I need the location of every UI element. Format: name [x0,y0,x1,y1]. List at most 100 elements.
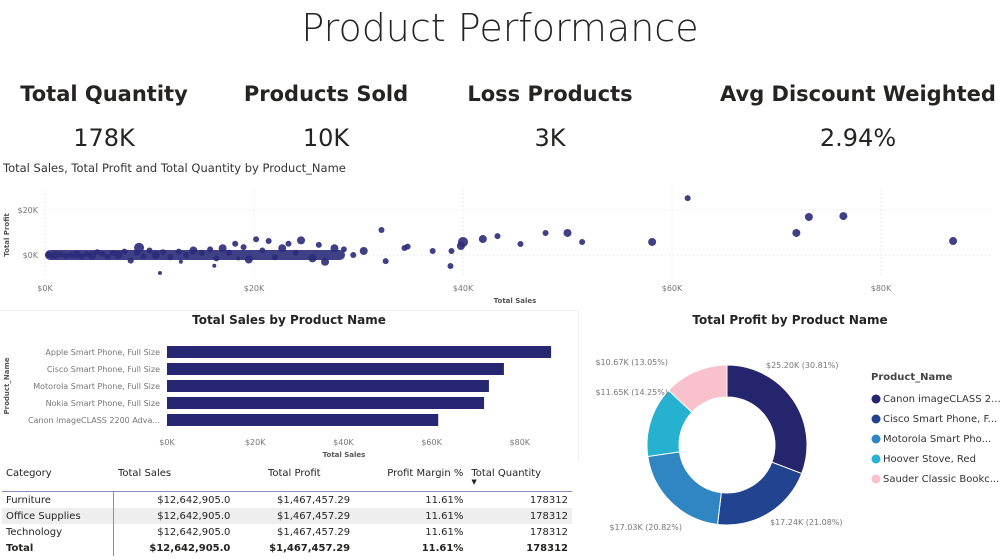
scatter-point [189,246,198,255]
table-row[interactable]: Technology $12,642,905.0 $1,467,457.29 11.6… [2,524,572,540]
legend-marker [871,434,881,444]
scatter-point [949,237,958,246]
scatter-point [292,249,299,256]
scatter-point [175,248,182,255]
donut-chart[interactable]: $25.20K (30.81%) Canon imageCLASS 2... $17… [580,340,1000,540]
scatter-point [382,258,389,265]
bar-category-label: Apple Smart Phone, Full Size [45,348,160,357]
legend-marker [871,394,881,404]
scatter-point [429,247,436,254]
donut-slice [726,364,808,475]
table-cell: 178312 [529,494,568,506]
bar-category-label: Cisco Smart Phone, Full Size [47,365,160,374]
table-cell: $12,642,905.0 [157,526,231,538]
scatter-point [271,254,278,261]
bar [167,397,485,409]
scatter-point [340,246,347,253]
x-tick-label: $60K [662,284,683,293]
scatter-point [146,247,153,254]
donut-slice [647,451,722,525]
donut-data-label: $10.67K (13.05%) [595,358,668,367]
scatter-point [68,252,75,258]
scatter-point [478,235,487,244]
table-cell: Office Supplies [2,508,115,524]
scatter-point [285,240,292,247]
col-total-profit[interactable]: Total Profit [234,464,355,492]
scatter-point [109,250,116,257]
x-tick-label: $40K [333,438,354,447]
table-cell: $1,467,457.29 [234,508,355,524]
scatter-point [804,212,813,221]
scatter-point [330,244,339,253]
col-label: Total Quantity [471,468,542,479]
scatter-point [456,242,465,250]
donut-data-label: $11.65K (14.25%) [595,388,668,397]
donut-data-label: $17.03K (20.82%) [609,523,682,532]
scatter-point [404,243,411,250]
scatter-point [198,249,205,256]
x-tick-label: $0K [159,438,175,447]
bar-category-label: Canon imageCLASS 2200 Adva... [28,416,160,425]
col-category[interactable]: Category [2,464,114,492]
col-profit-margin[interactable]: Profit Margin % [354,464,468,492]
scatter-point [45,251,52,258]
legend-item[interactable]: Motorola Smart Pho... [883,434,991,445]
x-tick-label: $80K [510,438,531,447]
kpi-label: Avg Discount Weighted [720,82,996,106]
table-cell: 178312 [467,508,572,524]
bar-chart[interactable]: $0K $20K $40K $60K $80K Apple Smart Phone, Fu… [0,330,578,460]
table-total-row[interactable]: Total $12,642,905.0 $1,467,457.29 11.61% 178… [2,540,572,556]
scatter-point [265,238,272,245]
scatter-point [94,249,101,256]
scatter-point [839,212,848,221]
scatter-point [183,252,190,258]
table-cell: $12,642,905.0 [149,542,231,554]
table-row[interactable]: Furniture $12,642,905.0 $1,467,457.29 11.61… [2,491,572,508]
scatter-point [321,257,330,266]
legend-marker [871,414,881,424]
sort-desc-icon: ▼ [471,478,477,486]
scatter-point [99,250,106,257]
scatter-point [259,247,266,254]
bar [167,346,552,358]
scatter-point [218,244,227,253]
scatter-point [121,248,128,255]
scatter-point [88,251,97,260]
table-cell: 178312 [529,526,568,538]
bar-category-label: Nokia Smart Phone, Full Size [46,399,161,408]
scatter-chart[interactable]: $0K $20K $40K $60K $80K $0K $20K Total Profit To… [0,180,1000,310]
legend-item[interactable]: Canon imageCLASS 2... [883,394,1000,405]
legend-item[interactable]: Cisco Smart Phone, F... [883,414,997,425]
scatter-point [447,263,454,270]
x-tick-label: $40K [453,284,474,293]
legend-item[interactable]: Hoover Stove, Red [883,454,976,465]
scatter-point [378,227,385,234]
x-tick-label: $60K [421,438,442,447]
scatter-point [167,254,174,261]
donut-slice [667,364,728,413]
scatter-point [308,254,317,263]
scatter-point [160,249,167,256]
table-cell: $12,642,905.0 [157,494,231,506]
table-row[interactable]: Office Supplies $12,642,905.0 $1,467,457.2… [2,508,572,524]
table-cell: $1,467,457.29 [276,526,351,538]
scatter-point [648,237,657,246]
scatter-point [236,256,241,261]
scatter-point [127,257,134,264]
scatter-point [72,250,81,259]
y-tick-label: $0K [23,251,39,260]
x-tick-label: $20K [245,438,266,447]
scatter-point [207,246,214,253]
col-total-quantity[interactable]: Total Quantity ▼ [467,464,572,492]
scatter-point [225,249,232,256]
bar-title: Total Sales by Product Name [192,313,386,327]
y-axis-label: Product_Name [3,357,11,414]
col-total-sales[interactable]: Total Sales [113,464,235,492]
bar-category-label: Motorola Smart Phone, Full Size [33,382,160,391]
kpi-value: 2.94% [819,124,897,152]
donut-data-label: $17.24K (21.08%) [770,518,843,527]
scatter-point [213,255,220,262]
legend-item[interactable]: Sauder Classic Bookc... [883,474,999,485]
scatter-point [244,255,253,264]
scatter-point [114,251,123,259]
